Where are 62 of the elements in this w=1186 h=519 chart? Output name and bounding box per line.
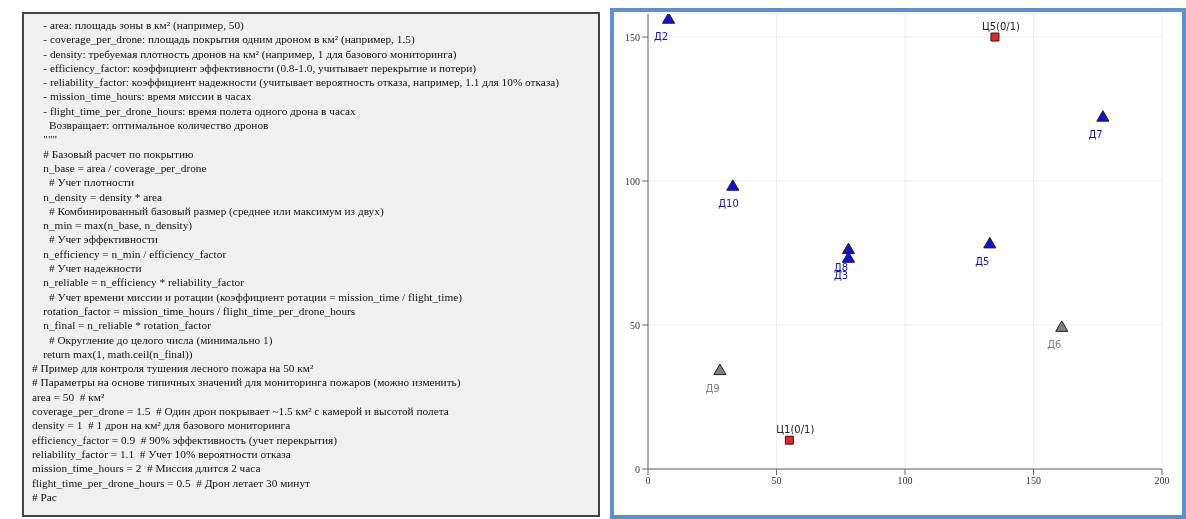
point — [1096, 110, 1110, 122]
text: # Рас — [32, 489, 58, 505]
text: area = 50 # км² — [32, 389, 106, 405]
point — [784, 435, 794, 445]
y-tick-label: 50 — [630, 319, 640, 331]
text: # Параметры на основе типичных значений для мониторинга пожаров (можно изменить) — [32, 375, 462, 390]
data-label: Д9 — [705, 382, 720, 394]
text: n_efficiency = n_min / efficiency_factor — [42, 246, 228, 262]
point — [841, 251, 856, 263]
text: n_min = max(n_base, n_density) — [42, 218, 194, 233]
y-tick-label: 100 — [625, 175, 640, 187]
point — [726, 179, 740, 191]
point — [990, 32, 1000, 42]
point — [983, 236, 997, 249]
text: # Базовый расчет по покрытию — [42, 146, 195, 161]
text: # Учет плотности — [47, 175, 135, 190]
text: - coverage_per_drone: площадь покрытия одним дроном в км² (например, 1.5) — [42, 32, 416, 47]
text: # Пример для контроля тушения лесного пожара на 50 км² — [32, 361, 315, 376]
text: flight_time_per_drone_hours = 0.5 # Дрон летает 30 минут — [32, 475, 311, 490]
text: efficiency_factor = 0.9 # 90% эффективность (учет перекрытия) — [32, 432, 338, 447]
text: - mission_time_hours: время миссии в часах — [42, 89, 253, 104]
data-label: Ц1(0/1) — [776, 423, 815, 435]
data-label: Д7 — [1088, 129, 1103, 141]
data-label: Ц5(0/1) — [981, 20, 1021, 32]
data-label: Д5 — [975, 255, 990, 267]
x-tick-label: 150 — [1026, 475, 1041, 487]
point — [713, 363, 727, 376]
text: return max(1, math.ceil(n_final)) — [42, 346, 194, 362]
data-label: Д8 — [833, 261, 849, 273]
text: density = 1 # 1 дрон на км² для базового мониторинга — [32, 418, 292, 433]
text: coverage_per_drone = 1.5 # Один дрон покрывает ~1.5 км² с камерой и высотой полета — [32, 404, 450, 419]
text: # Комбинированный базовый размер (среднее или максимум из двух) — [47, 203, 385, 219]
text: n_final = n_reliable * rotation_factor — [42, 318, 212, 333]
y-tick-label: 0 — [635, 463, 640, 475]
text: """ — [42, 132, 59, 147]
data-label: Д6 — [1047, 339, 1062, 351]
text: # Округление до целого числа (минимально 1) — [47, 332, 274, 347]
x-tick-label: 200 — [1154, 475, 1170, 487]
text: - density: требуемая плотность дронов на км² (например, 1 для базового мониторинга) — [42, 46, 458, 61]
text: Возвращает: оптимальное количество дронов — [47, 118, 270, 133]
text: n_base = area / coverage_per_drone — [42, 160, 208, 176]
data-label: Д3 — [833, 270, 849, 282]
point — [841, 242, 856, 255]
x-tick-label: 100 — [897, 475, 913, 487]
text: - reliability_factor: коэффициент надежности (учитывает вероятность отказа, например, 1.1 для 10% отказа) — [42, 75, 561, 90]
text: reliability_factor = 1.1 # Учет 10% вероятности отказа — [32, 446, 292, 462]
text: n_density = density * area — [42, 189, 163, 204]
text: mission_time_hours = 2 # Миссия длится 2 часа — [32, 461, 262, 476]
data-label: Д2 — [654, 31, 669, 43]
text: n_reliable = n_efficiency * reliability_factor — [42, 275, 245, 290]
y-tick-label: 150 — [625, 31, 640, 43]
x-tick-label: 50 — [771, 475, 782, 487]
text: - area: площадь зоны в км² (например, 50) — [42, 18, 245, 33]
point — [1055, 320, 1069, 332]
text: # Учет времени миссии и ротации (коэффициент ротации = mission_time / flight_time) — [47, 289, 463, 304]
text: - flight_time_per_drone_hours: время полета одного дрона в часах — [42, 103, 357, 119]
text: rotation_factor = mission_time_hours / flight_time_per_drone_hours — [42, 303, 357, 319]
text: # Учет надежности — [47, 261, 143, 276]
data-label: Д10 — [718, 198, 739, 210]
text: - efficiency_factor: коэффициент эффективности (0.8-1.0, учитывает перекрытие и потери) — [42, 60, 477, 76]
text: # Учет эффективности — [47, 232, 159, 247]
x-tick-label: 0 — [645, 475, 651, 487]
